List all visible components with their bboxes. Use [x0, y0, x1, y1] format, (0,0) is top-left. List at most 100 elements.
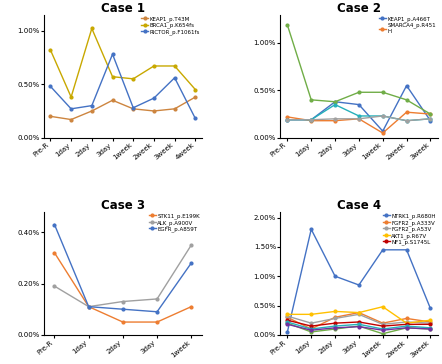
- RICTOR_p.F1061fs: [110, 52, 115, 56]
- EGFR_p.A859T: [189, 261, 194, 265]
- FGFR2_p.A333V: [428, 320, 433, 324]
- Line: BRCA1_p.K654fs: BRCA1_p.K654fs: [49, 27, 197, 98]
- NTRK1_p.R680H: [380, 248, 385, 252]
- AKT1_p.R67V: [309, 312, 314, 317]
- RICTOR_p.F1061fs: [193, 116, 198, 120]
- KEAP1_p.T43M: [151, 109, 156, 113]
- BRCA1_p.K654fs: [89, 26, 95, 31]
- EGFR_p.A859T: [120, 307, 126, 311]
- Title: Case 3: Case 3: [101, 199, 145, 212]
- Title: Case 4: Case 4: [337, 199, 381, 212]
- BRCA1_p.K654fs: [151, 64, 156, 68]
- STK11_p.E199K: [120, 320, 126, 324]
- EGFR_p.A859T: [52, 222, 57, 227]
- KEAP1_p.A466T: [285, 118, 290, 122]
- RICTOR_p.F1061fs: [151, 96, 156, 100]
- KEAP1_p.T43M: [110, 98, 115, 102]
- Line: ALK_p.A900V: ALK_p.A900V: [53, 244, 193, 308]
- Line: NTRK1_p.R680H: NTRK1_p.R680H: [286, 228, 432, 333]
- FGFR2_p.A53V: [332, 316, 338, 321]
- NF1_p.S1745L: [428, 322, 433, 327]
- NF1_p.S1745L: [356, 320, 362, 324]
- BRCA1_p.K654fs: [110, 75, 115, 79]
- SMARCA4_p.R451
H: [404, 110, 409, 114]
- NTRK1_p.R680H: [404, 248, 409, 252]
- FGFR2_p.A53V: [285, 314, 290, 318]
- KEAP1_p.T43M: [48, 114, 53, 119]
- FGFR2_p.A53V: [428, 321, 433, 325]
- AKT1_p.R67V: [428, 318, 433, 323]
- FGFR2_p.A333V: [285, 315, 290, 320]
- KEAP1_p.A466T: [356, 102, 362, 107]
- STK11_p.E199K: [154, 320, 160, 324]
- FGFR2_p.A333V: [380, 321, 385, 325]
- AKT1_p.R67V: [380, 305, 385, 309]
- BRCA1_p.K654fs: [172, 64, 177, 68]
- AKT1_p.R67V: [332, 309, 338, 314]
- KEAP1_p.A466T: [309, 118, 314, 122]
- BRCA1_p.K654fs: [130, 77, 136, 81]
- Line: RICTOR_p.F1061fs: RICTOR_p.F1061fs: [49, 53, 197, 120]
- KEAP1_p.A466T: [404, 83, 409, 88]
- RICTOR_p.F1061fs: [130, 106, 136, 110]
- Line: EGFR_p.A859T: EGFR_p.A859T: [53, 223, 193, 313]
- AKT1_p.R67V: [285, 312, 290, 317]
- NF1_p.S1745L: [404, 322, 409, 327]
- RICTOR_p.F1061fs: [69, 107, 74, 111]
- Line: KEAP1_p.T43M: KEAP1_p.T43M: [49, 96, 197, 121]
- SMARCA4_p.R451
H: [380, 131, 385, 135]
- Legend: NTRK1_p.R680H, FGFR2_p.A333V, FGFR2_p.A53V, AKT1_p.R67V, NF1_p.S1745L: NTRK1_p.R680H, FGFR2_p.A333V, FGFR2_p.A5…: [382, 213, 436, 246]
- KEAP1_p.A466T: [428, 119, 433, 123]
- KEAP1_p.T43M: [69, 117, 74, 122]
- SMARCA4_p.R451
H: [428, 112, 433, 116]
- Legend: STK11_p.E199K, ALK_p.A900V, EGFR_p.A859T: STK11_p.E199K, ALK_p.A900V, EGFR_p.A859T: [149, 213, 200, 233]
- KEAP1_p.T43M: [89, 109, 95, 113]
- NF1_p.S1745L: [309, 324, 314, 328]
- BRCA1_p.K654fs: [193, 87, 198, 92]
- NTRK1_p.R680H: [356, 283, 362, 287]
- NF1_p.S1745L: [332, 321, 338, 325]
- SMARCA4_p.R451
H: [285, 115, 290, 119]
- STK11_p.E199K: [189, 304, 194, 309]
- FGFR2_p.A333V: [356, 310, 362, 315]
- BRCA1_p.K654fs: [48, 48, 53, 52]
- Legend: KEAP1_p.A466T, SMARCA4_p.R451
H: KEAP1_p.A466T, SMARCA4_p.R451 H: [378, 16, 436, 35]
- NTRK1_p.R680H: [285, 330, 290, 334]
- SMARCA4_p.R451
H: [332, 119, 338, 123]
- FGFR2_p.A53V: [356, 312, 362, 317]
- ALK_p.A900V: [120, 299, 126, 304]
- FGFR2_p.A53V: [404, 320, 409, 324]
- ALK_p.A900V: [154, 297, 160, 301]
- KEAP1_p.T43M: [193, 95, 198, 99]
- ALK_p.A900V: [189, 243, 194, 247]
- FGFR2_p.A333V: [309, 327, 314, 331]
- SMARCA4_p.R451
H: [356, 116, 362, 121]
- KEAP1_p.A466T: [380, 129, 385, 133]
- NTRK1_p.R680H: [309, 227, 314, 232]
- ALK_p.A900V: [52, 284, 57, 288]
- AKT1_p.R67V: [356, 310, 362, 315]
- Line: KEAP1_p.A466T: KEAP1_p.A466T: [286, 84, 432, 132]
- Line: NF1_p.S1745L: NF1_p.S1745L: [286, 319, 432, 328]
- Title: Case 1: Case 1: [101, 1, 145, 15]
- NTRK1_p.R680H: [428, 306, 433, 310]
- FGFR2_p.A53V: [380, 322, 385, 327]
- EGFR_p.A859T: [154, 310, 160, 314]
- SMARCA4_p.R451
H: [309, 119, 314, 123]
- RICTOR_p.F1061fs: [89, 103, 95, 108]
- KEAP1_p.T43M: [130, 107, 136, 111]
- RICTOR_p.F1061fs: [172, 76, 177, 80]
- NTRK1_p.R680H: [332, 274, 338, 278]
- Legend: KEAP1_p.T43M, BRCA1_p.K654fs, RICTOR_p.F1061fs: KEAP1_p.T43M, BRCA1_p.K654fs, RICTOR_p.F…: [141, 16, 200, 36]
- NF1_p.S1745L: [380, 324, 385, 328]
- Line: AKT1_p.R67V: AKT1_p.R67V: [286, 305, 432, 325]
- Line: FGFR2_p.A333V: FGFR2_p.A333V: [286, 311, 432, 331]
- KEAP1_p.T43M: [172, 107, 177, 111]
- Title: Case 2: Case 2: [337, 1, 381, 15]
- Line: STK11_p.E199K: STK11_p.E199K: [53, 252, 193, 324]
- FGFR2_p.A333V: [332, 315, 338, 320]
- NF1_p.S1745L: [285, 318, 290, 323]
- ALK_p.A900V: [86, 304, 91, 309]
- FGFR2_p.A53V: [309, 321, 314, 325]
- Line: FGFR2_p.A53V: FGFR2_p.A53V: [286, 313, 432, 326]
